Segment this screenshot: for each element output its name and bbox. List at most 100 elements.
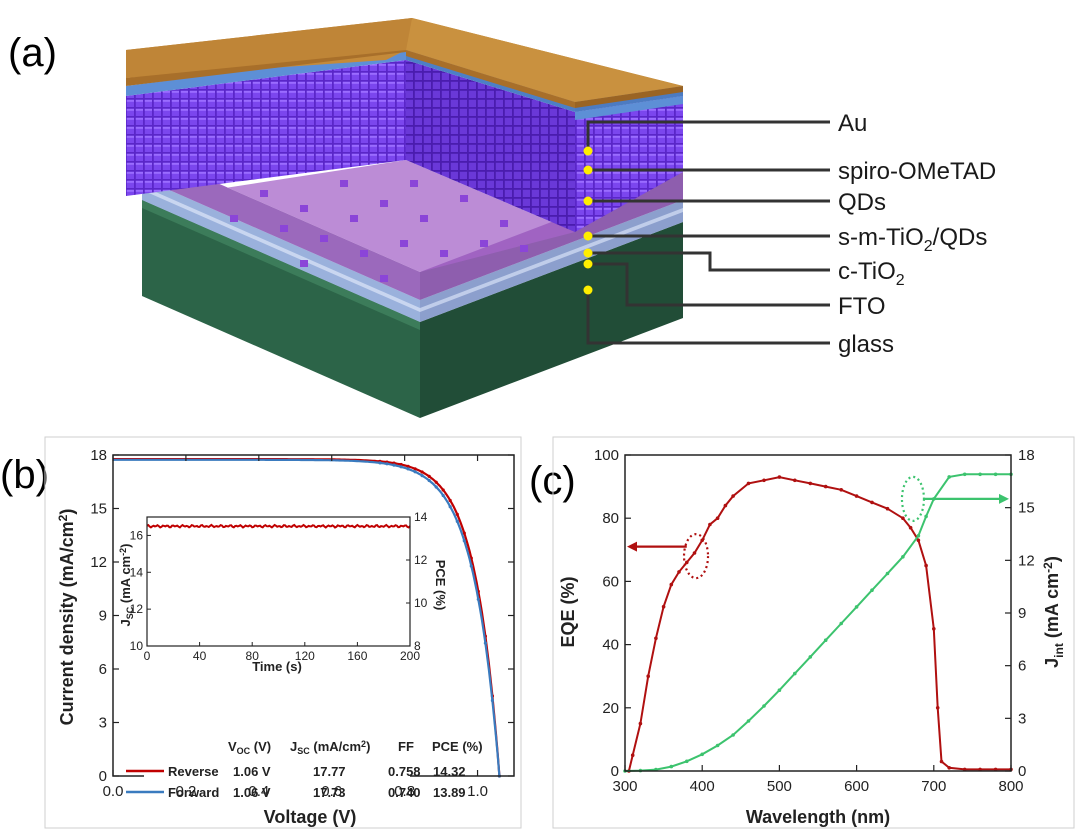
eqe-ylabel-left: EQE (%): [558, 576, 578, 647]
jv-ylabel: Current density (mA/cm2): [56, 509, 77, 726]
eqe-xtick-label: 500: [767, 778, 792, 795]
panel-c-frame: [552, 436, 1075, 829]
inset-ylabel-left: JSC (mA cm-2): [118, 544, 135, 627]
table-row-reverse-pce: 14.32: [433, 764, 466, 779]
eqe-point-eqe: [746, 481, 751, 486]
eqe-axes-frame: [624, 454, 1012, 772]
eqe-point-eqe: [870, 500, 874, 505]
eqe-point-jint: [993, 472, 998, 477]
eqe-point-eqe: [823, 484, 828, 489]
eqe-point-eqe: [638, 721, 643, 726]
eqe-ytick-left-label: 0: [611, 763, 619, 780]
layer-label-fto: FTO: [838, 293, 886, 320]
eqe-point-jint: [885, 571, 890, 576]
jv-point-reverse: [462, 531, 466, 535]
panel-b-frame: [44, 436, 522, 829]
stability-inset: 0 40 80 120 160 200 10 12 14 16 8 10 12 14: [130, 510, 428, 663]
eqe-point-eqe: [661, 604, 666, 609]
eqe-point-jint: [839, 621, 843, 626]
jv-point-forward: [399, 465, 403, 469]
table-row-forward-jsc: 17.73: [313, 785, 346, 800]
table-header-voc: VOC (V): [228, 739, 271, 756]
jv-xtick-label: 0.0: [103, 783, 124, 800]
eqe-point-eqe: [808, 481, 813, 486]
jv-point-forward: [455, 519, 459, 524]
eqe-curve-eqe: [627, 476, 1011, 772]
table-row-reverse-name: Reverse: [168, 764, 219, 779]
marker-smtio2: [583, 231, 593, 241]
table-row-forward-voc: 1.06 V: [233, 785, 271, 800]
eqe-point-jint: [962, 472, 967, 477]
eqe-point-jint: [947, 475, 951, 479]
inset-axes-frame: [146, 516, 411, 647]
eqe-point-eqe: [924, 563, 928, 568]
inset-xtick-label: 160: [347, 649, 367, 663]
eqe-point-jint: [916, 534, 921, 538]
layer-label-glass: glass: [838, 331, 894, 358]
panel-label-c: (c): [529, 459, 576, 503]
eqe-point-jint: [777, 688, 782, 692]
eqe-point-jint: [808, 655, 813, 659]
inset-ytick-right-label: 8: [414, 639, 421, 653]
glass-layer-front: [142, 200, 420, 418]
jv-point-reverse: [420, 470, 424, 474]
jv-point-forward: [434, 485, 438, 489]
marker-spiro: [583, 165, 593, 175]
jv-point-forward: [413, 470, 417, 474]
jv-ytick-label: 3: [99, 715, 107, 732]
inset-xtick-label: 200: [400, 649, 420, 663]
jv-point-forward: [476, 597, 480, 601]
jv-point-forward: [420, 474, 424, 478]
jv-ytick-label: 12: [90, 554, 107, 571]
eqe-ytick-left-label: 100: [594, 447, 619, 464]
eqe-point-jint: [823, 638, 828, 642]
table-row-reverse-jsc: 17.77: [313, 764, 346, 779]
jv-xtick-label: 1.0: [467, 783, 488, 800]
qd-floor: [142, 150, 575, 272]
table-row-reverse-voc: 1.06 V: [233, 764, 271, 779]
panel-label-a: (a): [8, 31, 57, 75]
jv-point-reverse: [455, 512, 459, 517]
table-row-forward-name: Forward: [168, 785, 219, 800]
eqe-point-jint: [731, 733, 735, 737]
eqe-point-eqe: [677, 570, 681, 574]
inset-ytick-left-label: 14: [130, 565, 144, 579]
eqe-xlabel: Wavelength (nm): [746, 807, 890, 827]
qd-dots: [230, 175, 528, 282]
jv-xtick-label: 0.6: [321, 783, 342, 800]
marker-au: [583, 146, 593, 156]
eqe-ytick-right-label: 18: [1018, 447, 1035, 464]
eqe-point-eqe: [932, 627, 936, 631]
jv-point-forward: [448, 505, 452, 509]
layer-label-ctio2: c-TiO2: [838, 258, 905, 289]
eqe-point-eqe: [630, 753, 635, 757]
eqe-point-jint: [685, 759, 689, 764]
jv-point-forward: [406, 467, 410, 471]
eqe-point-jint: [901, 555, 905, 559]
eqe-axis-indicator-ellipse: [682, 533, 710, 580]
jv-plot: 0.0 0.2 0.4 0.6 0.8 1.0 0 3 6 9 12 15 18: [90, 447, 515, 800]
eqe-point-jint: [715, 743, 720, 748]
eqe-point-eqe: [854, 494, 859, 498]
jv-ytick-label: 15: [90, 501, 107, 518]
qd-film-inner: [406, 60, 575, 232]
jv-point-forward: [427, 478, 431, 483]
eqe-point-jint: [978, 472, 982, 477]
jv-ytick-label: 18: [90, 447, 107, 464]
jv-point-reverse: [406, 464, 410, 468]
jv-point-reverse: [413, 467, 417, 471]
layer-callouts: [586, 120, 830, 345]
jv-point-reverse: [427, 474, 431, 478]
table-row-reverse-ff: 0.758: [388, 764, 421, 779]
eqe-point-eqe: [692, 551, 697, 555]
jv-xtick-label: 0.4: [248, 783, 269, 800]
jv-xtick-label: 0.8: [394, 783, 415, 800]
layer-label-spiro: spiro-OMeTAD: [838, 158, 996, 185]
inset-xtick-label: 40: [193, 649, 207, 663]
eqe-point-jint: [700, 752, 704, 757]
inset-ytick-right-label: 12: [414, 553, 428, 567]
eqe-point-eqe: [708, 522, 712, 527]
eqe-point-eqe: [646, 674, 650, 678]
eqe-point-eqe: [901, 516, 905, 520]
